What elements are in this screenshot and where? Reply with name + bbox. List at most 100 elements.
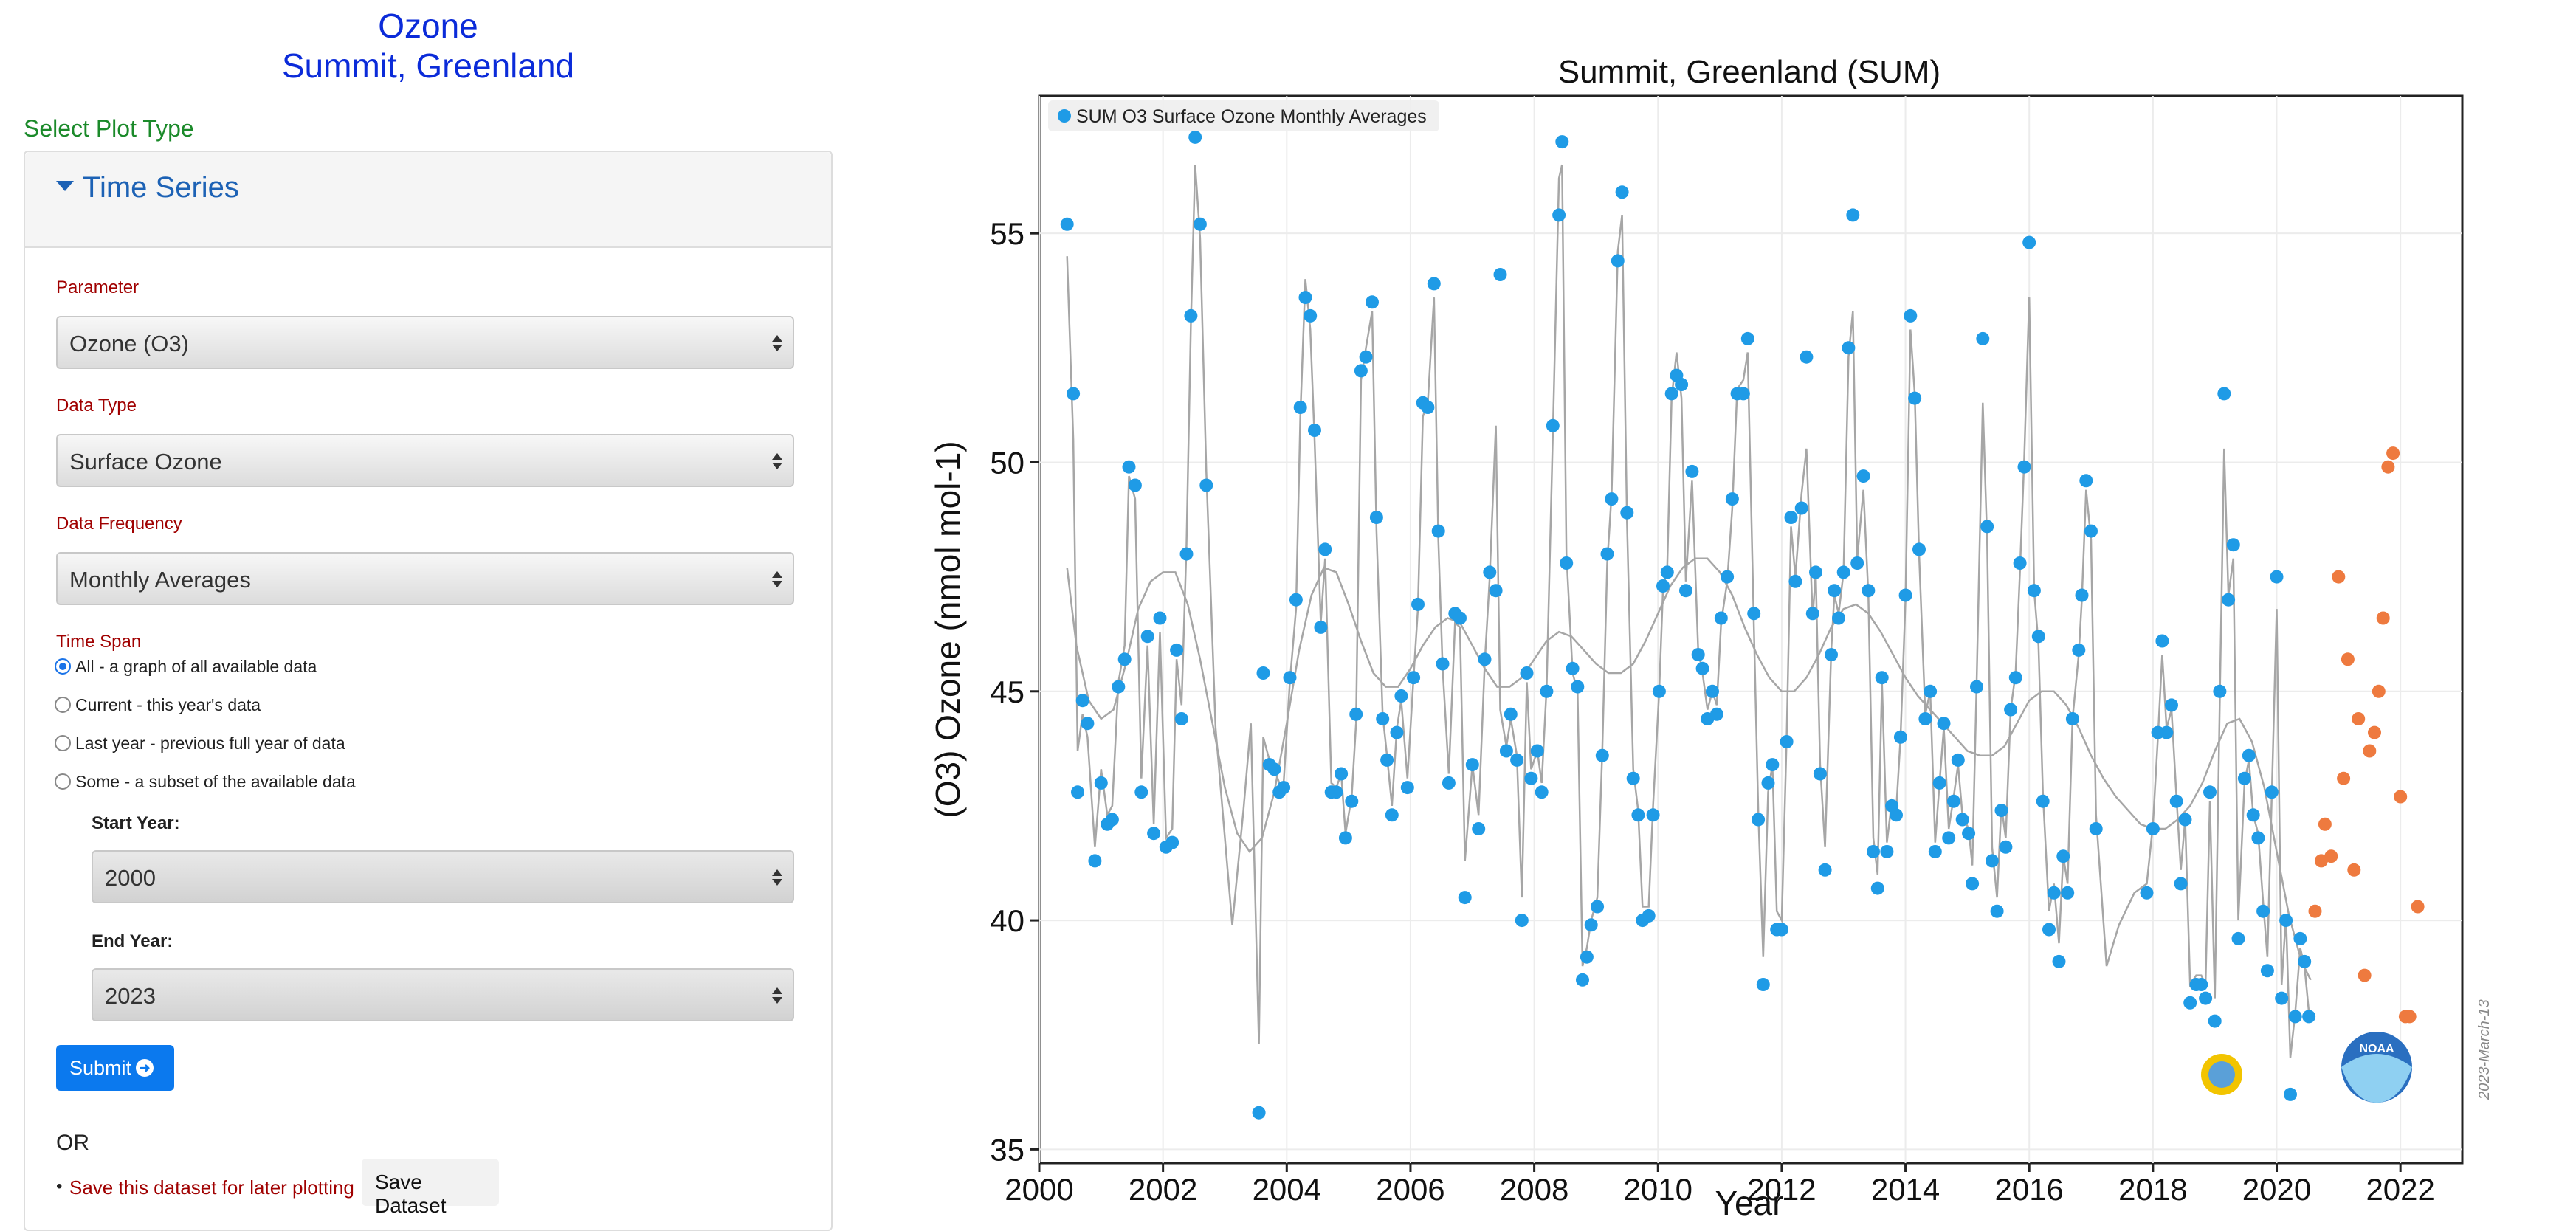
monthly-data-point	[1898, 588, 1912, 602]
radio-button-selected[interactable]	[55, 658, 71, 675]
monthly-data-point	[1870, 881, 1884, 895]
recent-data-point	[2368, 725, 2381, 739]
x-tick-label: 2014	[1871, 1172, 1940, 1207]
recent-data-point	[2381, 460, 2395, 474]
time-span-option-last-year[interactable]: Last year - previous full year of data	[55, 734, 345, 756]
y-tick-label: 35	[990, 1132, 1024, 1167]
select-arrows-icon	[772, 334, 782, 354]
monthly-data-point	[1427, 277, 1441, 291]
monthly-data-point	[1376, 712, 1390, 725]
monthly-data-point	[2165, 698, 2178, 712]
legend-box	[1048, 100, 1439, 131]
monthly-data-point	[1193, 217, 1207, 231]
monthly-data-point	[2178, 813, 2192, 827]
data-type-select[interactable]: Surface Ozone	[56, 434, 794, 487]
monthly-data-point	[1493, 268, 1507, 281]
monthly-data-point	[1530, 744, 1544, 758]
monthly-data-point	[1631, 808, 1645, 822]
monthly-data-point	[1520, 666, 1534, 680]
monthly-data-point	[1652, 684, 1666, 698]
time-series-toggle[interactable]: Time Series	[56, 171, 239, 204]
monthly-data-point	[1937, 717, 1951, 731]
save-dataset-text: Save this dataset for later plotting	[69, 1176, 354, 1199]
submit-button[interactable]: Submit ➜	[56, 1045, 174, 1091]
monthly-data-point	[1685, 464, 1699, 478]
monthly-data-point	[2036, 794, 2050, 808]
y-tick-label: 55	[990, 216, 1024, 251]
monthly-data-point	[1122, 460, 1136, 474]
monthly-data-point	[2022, 235, 2036, 249]
monthly-data-point	[1642, 908, 1656, 923]
monthly-data-point	[1924, 684, 1938, 698]
time-series-header[interactable]: Time Series	[25, 152, 831, 248]
data-frequency-select[interactable]: Monthly Averages	[56, 552, 794, 605]
monthly-data-point	[1942, 831, 1956, 845]
monthly-data-point	[1656, 579, 1670, 593]
parameter-value: Ozone (O3)	[69, 331, 189, 356]
recent-data-point	[2376, 611, 2390, 625]
monthly-data-point	[1094, 776, 1108, 790]
monthly-data-point	[1962, 827, 1976, 841]
monthly-data-point	[1605, 492, 1619, 506]
monthly-data-point	[1318, 542, 1332, 556]
monthly-data-point	[1946, 794, 1960, 808]
monthly-data-point	[1774, 923, 1788, 937]
monthly-data-point	[1836, 565, 1850, 579]
x-tick-label: 2018	[2118, 1172, 2187, 1207]
end-year-select[interactable]: 2023	[92, 968, 794, 1021]
start-year-select[interactable]: 2000	[92, 850, 794, 903]
radio-button[interactable]	[55, 734, 71, 751]
monthly-data-point	[1566, 661, 1580, 675]
parameter-select[interactable]: Ozone (O3)	[56, 316, 794, 369]
monthly-data-point	[1515, 914, 1529, 928]
monthly-data-point	[2075, 588, 2089, 602]
monthly-data-point	[2237, 771, 2251, 785]
monthly-data-point	[2169, 794, 2183, 808]
recent-data-point	[2314, 854, 2328, 868]
radio-button[interactable]	[55, 773, 71, 790]
monthly-data-point	[1385, 808, 1399, 822]
monthly-data-point	[2065, 712, 2079, 725]
monthly-data-point	[1394, 689, 1408, 703]
monthly-data-point	[2031, 630, 2045, 644]
monthly-data-point	[1932, 776, 1946, 790]
monthly-data-point	[2004, 703, 2018, 717]
monthly-data-point	[1540, 684, 1554, 698]
time-span-option-all[interactable]: All - a graph of all available data	[55, 657, 317, 679]
monthly-data-point	[1555, 135, 1569, 149]
select-arrows-icon	[772, 868, 782, 889]
x-tick-label: 2020	[2242, 1172, 2311, 1207]
legend-label: SUM O3 Surface Ozone Monthly Averages	[1076, 106, 1427, 127]
monthly-data-point	[1832, 611, 1845, 625]
monthly-data-point	[1390, 725, 1404, 739]
caret-down-icon	[56, 181, 74, 192]
recent-data-point	[2318, 817, 2332, 831]
monthly-data-point	[1780, 735, 1794, 748]
save-dataset-button[interactable]: Save Dataset	[362, 1159, 499, 1217]
time-span-option-some[interactable]: Some - a subset of the available data	[55, 772, 356, 794]
monthly-data-point	[1483, 565, 1497, 579]
monthly-data-point	[2027, 584, 2041, 598]
monthly-data-point	[1721, 570, 1735, 584]
monthly-data-point	[1560, 556, 1574, 570]
recent-data-point	[2332, 570, 2346, 584]
radio-button[interactable]	[55, 696, 71, 713]
time-span-option-current[interactable]: Current - this year's data	[55, 695, 261, 717]
monthly-data-point	[1867, 845, 1880, 858]
monthly-data-point	[2217, 387, 2231, 401]
monthly-data-point	[1856, 469, 1870, 483]
monthly-data-point	[1431, 524, 1445, 538]
recent-data-point	[2337, 771, 2351, 785]
sun-logo-icon	[2201, 1054, 2242, 1095]
x-tick-label: 2008	[1500, 1172, 1568, 1207]
monthly-data-point	[1691, 648, 1705, 662]
monthly-data-point	[1784, 511, 1798, 524]
monthly-data-point	[1571, 680, 1585, 694]
monthly-data-point	[1664, 387, 1678, 401]
monthly-data-point	[2155, 634, 2169, 648]
monthly-data-point	[2061, 886, 2075, 900]
monthly-data-point	[1546, 418, 1560, 432]
monthly-data-point	[1359, 350, 1373, 364]
data-points	[1060, 130, 2425, 1120]
monthly-data-point	[1912, 542, 1926, 556]
